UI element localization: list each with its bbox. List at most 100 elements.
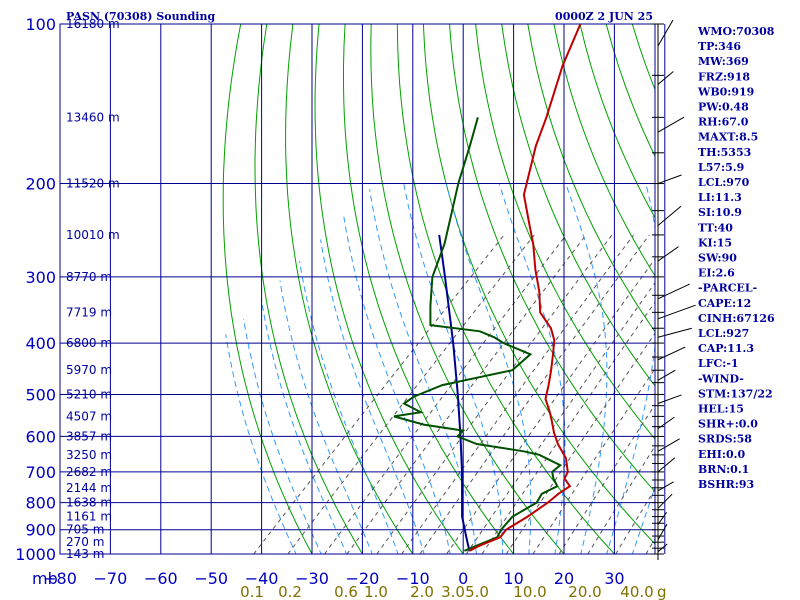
height-label: 705 m bbox=[66, 523, 104, 537]
wind-barb bbox=[657, 283, 690, 300]
mixing-ratio-line bbox=[465, 281, 655, 554]
pressure-tick-label: 700 bbox=[25, 463, 56, 482]
temperature-tick-label: 20 bbox=[554, 569, 574, 588]
temperature-tick-label: −20 bbox=[346, 569, 380, 588]
plot-frame bbox=[59, 23, 656, 555]
wind-barb bbox=[657, 246, 679, 262]
temperature-tick-label: 30 bbox=[604, 569, 624, 588]
dry-adiabat bbox=[579, 24, 655, 219]
pressure-tick-label: 300 bbox=[25, 268, 56, 287]
index-label: KI:15 bbox=[698, 236, 732, 249]
index-label: -WIND- bbox=[698, 372, 744, 385]
mixing-ratio-line bbox=[346, 234, 587, 554]
wind-barb bbox=[657, 457, 676, 473]
height-label: 143 m bbox=[66, 547, 104, 561]
chart-title: PASN (70308) Sounding bbox=[66, 10, 215, 23]
moist-adiabat bbox=[243, 318, 322, 554]
dry-adiabat bbox=[475, 24, 655, 440]
temperature-profile bbox=[468, 24, 582, 552]
mixing-ratio-label: 5.0 bbox=[465, 583, 489, 600]
height-label: 7719 m bbox=[66, 305, 112, 319]
pressure-tick-label: 600 bbox=[25, 427, 56, 446]
temperature-tick-label: −10 bbox=[396, 569, 430, 588]
wind-barb bbox=[657, 346, 686, 361]
mixing-ratio-label: 2.0 bbox=[410, 583, 434, 600]
dry-adiabat bbox=[254, 24, 363, 554]
mixing-ratio-unit-label: g bbox=[657, 583, 667, 600]
index-label: CINH:67126 bbox=[698, 312, 775, 325]
moist-adiabat bbox=[225, 334, 297, 554]
height-label: 6800 m bbox=[66, 336, 112, 350]
mixing-ratio-label: 40.0 bbox=[620, 583, 653, 600]
pressure-tick-label: 1000 bbox=[15, 545, 56, 564]
index-label: TP:346 bbox=[698, 40, 741, 53]
height-label: 10010 m bbox=[66, 228, 120, 242]
mixing-ratio-line bbox=[253, 234, 505, 554]
height-label: 2682 m bbox=[66, 465, 112, 479]
index-label: MW:369 bbox=[698, 55, 749, 68]
moist-adiabat bbox=[445, 183, 532, 554]
height-label: 8770 m bbox=[66, 270, 112, 284]
dry-adiabat bbox=[778, 0, 800, 565]
mixing-ratio-label: 3.0 bbox=[441, 583, 465, 600]
time-label: 0000Z 2 JUN 25 bbox=[555, 10, 653, 23]
index-label: EHI:0.0 bbox=[698, 448, 745, 461]
index-label: FRZ:918 bbox=[698, 70, 750, 83]
wind-barb bbox=[657, 438, 680, 452]
stability-indices: WMO:70308 TP:346 MW:369 FRZ:918 WB0:919 PW:0.… bbox=[697, 25, 775, 491]
index-label: MAXT:8.5 bbox=[698, 131, 758, 144]
dry-adiabat bbox=[222, 24, 313, 554]
mixing-ratio-label: 10.0 bbox=[513, 583, 546, 600]
height-label: 3857 m bbox=[66, 429, 112, 443]
index-label: EI:2.6 bbox=[698, 267, 735, 280]
wind-barb bbox=[657, 523, 668, 541]
temperature-tick-label: −60 bbox=[144, 569, 178, 588]
temperature-tick-label: −50 bbox=[194, 569, 228, 588]
wind-barb bbox=[657, 416, 675, 430]
mixing-ratio-label: 0.2 bbox=[278, 583, 302, 600]
height-label: 5210 m bbox=[66, 387, 112, 401]
height-label: 3250 m bbox=[66, 448, 112, 462]
temperature-tick-label: −70 bbox=[94, 569, 128, 588]
pressure-unit-label: mb bbox=[32, 569, 58, 588]
wind-barb bbox=[657, 205, 682, 226]
height-label: 16180 m bbox=[66, 17, 120, 31]
height-label: 270 m bbox=[66, 535, 104, 549]
dry-adiabat bbox=[422, 24, 655, 545]
height-label: 1638 m bbox=[66, 496, 112, 510]
index-label: -PARCEL- bbox=[698, 282, 757, 295]
wind-barbs bbox=[652, 19, 696, 560]
wind-barb bbox=[657, 71, 674, 85]
height-label: 11520 m bbox=[66, 177, 120, 191]
moist-adiabat bbox=[498, 183, 566, 554]
moist-adiabat bbox=[279, 280, 373, 554]
dry-adiabat bbox=[370, 24, 565, 554]
index-label: LFC:-1 bbox=[698, 357, 739, 370]
moist-adiabat bbox=[606, 183, 655, 554]
index-label: PW:0.48 bbox=[698, 101, 749, 114]
pressure-tick-label: 800 bbox=[25, 494, 56, 513]
dewpoint-profile bbox=[393, 117, 563, 552]
wind-barb bbox=[657, 304, 696, 320]
mixing-ratio-label: 20.0 bbox=[568, 583, 601, 600]
mixing-ratio-line bbox=[446, 258, 655, 554]
height-label: 13460 m bbox=[66, 110, 120, 124]
mixing-ratio-line bbox=[287, 234, 535, 554]
mixing-ratio-line bbox=[505, 332, 655, 554]
mixing-ratio-label: 0.1 bbox=[240, 583, 264, 600]
moist-adiabat bbox=[320, 239, 425, 554]
index-label: TH:5353 bbox=[698, 146, 751, 159]
index-label: L57:5.9 bbox=[698, 161, 744, 174]
pressure-tick-label: 500 bbox=[25, 385, 56, 404]
wind-barb bbox=[657, 116, 685, 133]
dry-adiabat bbox=[752, 0, 800, 565]
temperature-line bbox=[468, 24, 582, 552]
index-label: LCL:927 bbox=[698, 327, 749, 340]
moist-adiabat bbox=[369, 189, 477, 554]
moist-adiabat bbox=[343, 215, 451, 554]
moist-adiabat bbox=[403, 183, 504, 554]
pressure-tick-label: 900 bbox=[25, 521, 56, 540]
index-label: RH:67.0 bbox=[698, 116, 749, 129]
